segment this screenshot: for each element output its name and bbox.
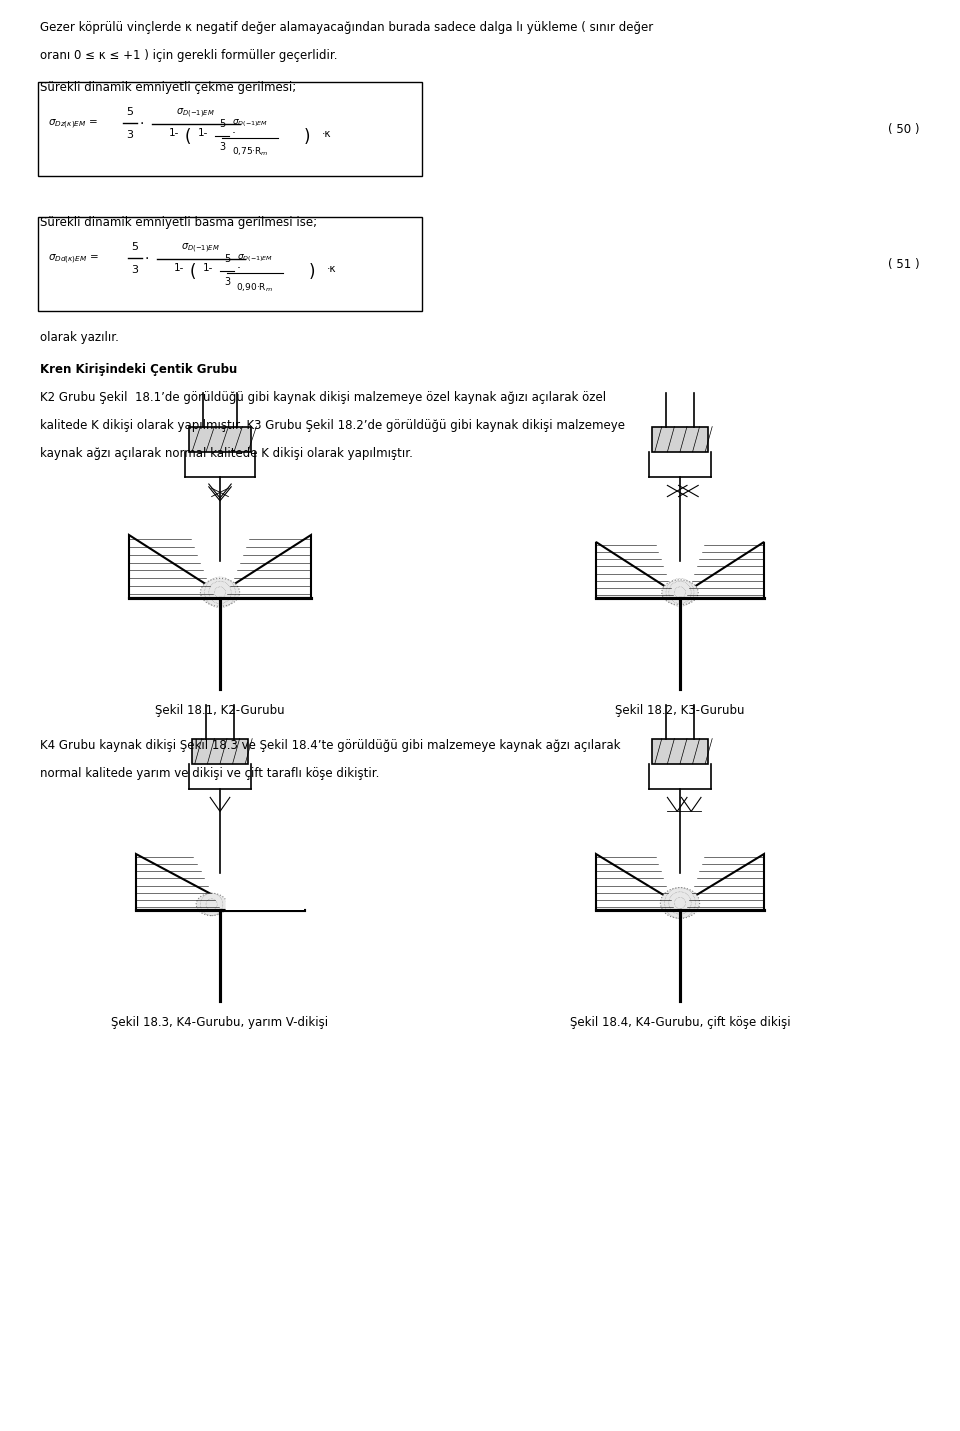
Text: Kren Kirişindeki Çentik Grubu: Kren Kirişindeki Çentik Grubu bbox=[40, 363, 237, 376]
Text: ·: · bbox=[145, 252, 149, 266]
FancyBboxPatch shape bbox=[38, 82, 422, 176]
Text: olarak yazılır.: olarak yazılır. bbox=[40, 331, 119, 343]
Text: 3: 3 bbox=[132, 265, 138, 275]
Text: (: ( bbox=[190, 263, 196, 280]
Text: kaynak ağzı açılarak normal kalitede K dikişi olarak yapılmıştır.: kaynak ağzı açılarak normal kalitede K d… bbox=[40, 446, 413, 459]
Text: 0,90·R$_m$: 0,90·R$_m$ bbox=[236, 280, 274, 293]
Text: 5: 5 bbox=[132, 242, 138, 252]
Text: $\sigma_{D(-1)EM}$: $\sigma_{D(-1)EM}$ bbox=[180, 242, 220, 255]
Text: ·: · bbox=[140, 117, 144, 132]
Text: oranı 0 ≤ κ ≤ +1 ) için gerekli formüller geçerlidir.: oranı 0 ≤ κ ≤ +1 ) için gerekli formülle… bbox=[40, 49, 338, 62]
Text: ): ) bbox=[309, 263, 315, 280]
Text: $\sigma_{Dd(\kappa)EM}$ =: $\sigma_{Dd(\kappa)EM}$ = bbox=[48, 252, 99, 266]
Text: K2 Grubu Şekil  18.1’de görüldüğü gibi kaynak dikişi malzemeye özel kaynak ağızı: K2 Grubu Şekil 18.1’de görüldüğü gibi ka… bbox=[40, 391, 606, 404]
Text: ·κ: ·κ bbox=[327, 263, 337, 273]
Text: ( 50 ): ( 50 ) bbox=[889, 123, 920, 136]
Text: $\sigma_{D(-1)EM}$: $\sigma_{D(-1)EM}$ bbox=[237, 252, 273, 263]
Text: Şekil 18.4, K4-Gurubu, çift köşe dikişi: Şekil 18.4, K4-Gurubu, çift köşe dikişi bbox=[569, 1016, 790, 1029]
Text: 1-: 1- bbox=[203, 263, 213, 273]
Text: ·κ: ·κ bbox=[322, 129, 331, 139]
Text: Şekil 18.3, K4-Gurubu, yarım V-dikişi: Şekil 18.3, K4-Gurubu, yarım V-dikişi bbox=[111, 1016, 328, 1029]
Text: Şekil 18.2, K3-Gurubu: Şekil 18.2, K3-Gurubu bbox=[615, 704, 745, 717]
Text: kalitede K dikişi olarak yapılmıştır. K3 Grubu Şekil 18.2’de görüldüğü gibi kayn: kalitede K dikişi olarak yapılmıştır. K3… bbox=[40, 419, 625, 432]
Text: 5: 5 bbox=[127, 107, 133, 117]
Text: 3: 3 bbox=[127, 130, 133, 140]
Text: $\sigma_{D(-1)EM}$: $\sigma_{D(-1)EM}$ bbox=[232, 117, 268, 129]
Text: 3: 3 bbox=[219, 142, 225, 152]
Text: 3: 3 bbox=[224, 278, 230, 288]
Text: 1-: 1- bbox=[198, 127, 208, 137]
Text: Gezer köprülü vinçlerde κ negatif değer alamayacağından burada sadece dalga lı y: Gezer köprülü vinçlerde κ negatif değer … bbox=[40, 21, 653, 34]
Text: Sürekli dinamik emniyetli çekme gerilmesi;: Sürekli dinamik emniyetli çekme gerilmes… bbox=[40, 82, 297, 94]
Text: $\sigma_{D(-1)EM}$: $\sigma_{D(-1)EM}$ bbox=[176, 107, 214, 120]
Ellipse shape bbox=[660, 887, 700, 919]
Text: ·: · bbox=[237, 262, 241, 276]
Text: ): ) bbox=[303, 127, 310, 146]
Text: $\sigma_{Dz(\kappa)EM}$ =: $\sigma_{Dz(\kappa)EM}$ = bbox=[48, 117, 98, 130]
Ellipse shape bbox=[196, 893, 227, 916]
Bar bbox=[652, 426, 708, 452]
Text: normal kalitede yarım ve dikişi ve çift taraflı köşe dikiştir.: normal kalitede yarım ve dikişi ve çift … bbox=[40, 767, 379, 780]
Bar bbox=[189, 426, 251, 452]
Text: K4 Grubu kaynak dikişi Şekil 18.3 ve Şekil 18.4’te görüldüğü gibi malzemeye kayn: K4 Grubu kaynak dikişi Şekil 18.3 ve Şek… bbox=[40, 738, 620, 753]
Bar bbox=[192, 738, 248, 764]
Text: ( 51 ): ( 51 ) bbox=[888, 258, 920, 270]
Text: ·: · bbox=[232, 127, 236, 140]
Polygon shape bbox=[226, 854, 304, 910]
Text: 5: 5 bbox=[219, 119, 226, 129]
Text: (: ( bbox=[185, 127, 191, 146]
Text: Şekil 18.1, K2-Gurubu: Şekil 18.1, K2-Gurubu bbox=[156, 704, 285, 717]
Bar bbox=[652, 738, 708, 764]
Text: 1-: 1- bbox=[174, 263, 184, 273]
Text: 1-: 1- bbox=[169, 127, 180, 137]
Text: 5: 5 bbox=[224, 253, 230, 263]
Ellipse shape bbox=[201, 578, 240, 607]
Ellipse shape bbox=[661, 580, 698, 605]
Text: Sürekli dinamik emniyetli basma gerilmesi ise;: Sürekli dinamik emniyetli basma gerilmes… bbox=[40, 216, 317, 229]
Text: 0,75·R$_m$: 0,75·R$_m$ bbox=[231, 146, 269, 159]
FancyBboxPatch shape bbox=[38, 218, 422, 311]
